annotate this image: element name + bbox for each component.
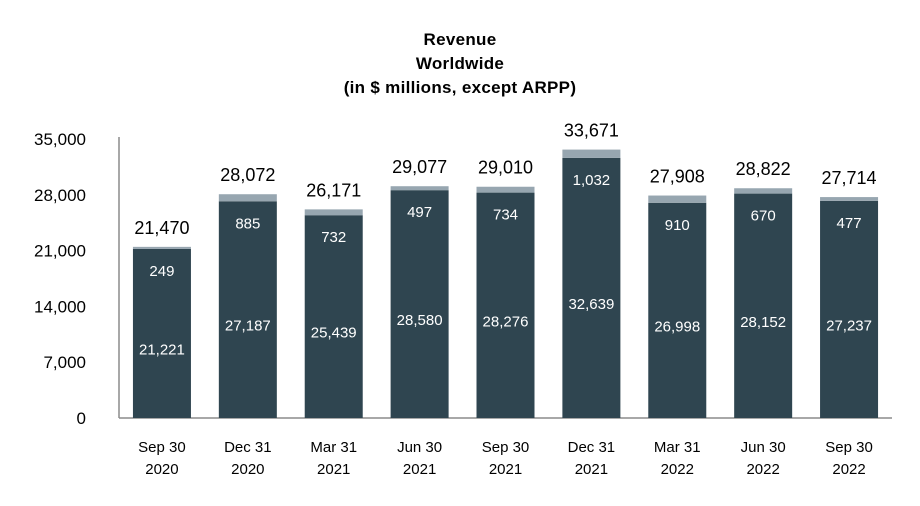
bar-segment-upper: [734, 188, 793, 194]
bar-segment-upper: [562, 149, 621, 158]
y-tick-label: 14,000: [34, 297, 86, 316]
bar-segment-lower: [820, 200, 879, 418]
bar-label-lower: 28,580: [397, 312, 443, 329]
bar-label-lower: 25,439: [311, 325, 357, 342]
y-tick-label: 35,000: [34, 130, 86, 149]
bar-segment-upper: [648, 195, 707, 203]
bar-segment-upper: [304, 209, 363, 216]
bar-total-label: 26,171: [306, 180, 361, 200]
bar-segment-upper: [218, 194, 277, 202]
x-tick-label-line-1: Jun 30: [397, 439, 442, 456]
bar-total-label: 28,822: [736, 159, 791, 179]
bar-label-upper: 885: [235, 215, 260, 232]
chart-title-line-3: (in $ millions, except ARPP): [343, 78, 577, 97]
bar-total-label: 29,010: [478, 158, 533, 178]
bar-label-upper: 1,032: [573, 172, 611, 189]
x-tick-label-line-2: 2021: [489, 461, 522, 478]
bar-segment-upper: [390, 186, 449, 191]
x-tick-label-line-1: Sep 30: [825, 439, 873, 456]
bar-total-label: 29,077: [392, 157, 447, 177]
bar-label-lower: 32,639: [568, 296, 614, 313]
x-tick-label-line-2: 2022: [661, 461, 694, 478]
y-tick-label: 28,000: [34, 186, 86, 205]
chart-title-line-1: Revenue: [423, 30, 497, 49]
bar-total-label: 27,714: [822, 168, 877, 188]
bar-segment-upper: [132, 246, 191, 249]
y-tick-label: 0: [77, 409, 86, 428]
bar-total-label: 28,072: [220, 165, 275, 185]
bar-label-lower: 28,276: [483, 313, 529, 330]
bar-label-upper: 477: [837, 215, 862, 232]
bar-label-upper: 670: [751, 208, 776, 225]
x-tick-label-line-1: Dec 31: [224, 439, 272, 456]
x-tick-label-line-1: Dec 31: [568, 439, 616, 456]
bar-label-lower: 26,998: [654, 318, 700, 335]
bar-total-label: 27,908: [650, 167, 705, 187]
chart-title: Revenue Worldwide (in $ millions, except…: [0, 28, 920, 100]
x-tick-label-line-1: Sep 30: [482, 439, 530, 456]
bar-segment-lower: [132, 248, 191, 418]
bar-segment-lower: [304, 215, 363, 418]
x-tick-label-line-1: Mar 31: [310, 439, 357, 456]
bar-label-upper: 732: [321, 229, 346, 246]
x-tick-label-line-2: 2020: [231, 461, 264, 478]
x-tick-label-line-2: 2021: [317, 461, 350, 478]
bar-segment-lower: [390, 190, 449, 418]
bar-label-upper: 910: [665, 217, 690, 234]
x-tick-label-line-2: 2022: [832, 461, 865, 478]
bar-total-label: 21,470: [134, 218, 189, 238]
y-tick-label: 21,000: [34, 242, 86, 261]
x-tick-label-line-2: 2021: [403, 461, 436, 478]
bar-label-lower: 27,187: [225, 318, 271, 335]
bar-segment-lower: [562, 157, 621, 418]
bar-label-lower: 27,237: [826, 317, 872, 334]
x-tick-label-line-1: Jun 30: [741, 439, 786, 456]
bar-total-label: 33,671: [564, 121, 619, 141]
x-tick-label-line-1: Mar 31: [654, 439, 701, 456]
bar-label-upper: 497: [407, 204, 432, 221]
bar-segment-lower: [648, 202, 707, 418]
bar-segment-lower: [734, 193, 793, 418]
bar-label-lower: 21,221: [139, 341, 185, 358]
x-tick-label-line-1: Sep 30: [138, 439, 186, 456]
bar-segment-lower: [218, 201, 277, 418]
bar-segment-upper: [476, 186, 535, 193]
y-tick-label: 7,000: [43, 353, 86, 372]
x-tick-label-line-2: 2021: [575, 461, 608, 478]
bar-segment-upper: [820, 197, 879, 201]
x-tick-label-line-2: 2020: [145, 461, 178, 478]
chart-title-line-2: Worldwide: [415, 54, 505, 73]
bar-label-upper: 734: [493, 207, 518, 224]
bar-label-upper: 249: [149, 263, 174, 280]
x-tick-label-line-2: 2022: [746, 461, 779, 478]
bar-segment-lower: [476, 192, 535, 418]
bar-label-lower: 28,152: [740, 314, 786, 331]
